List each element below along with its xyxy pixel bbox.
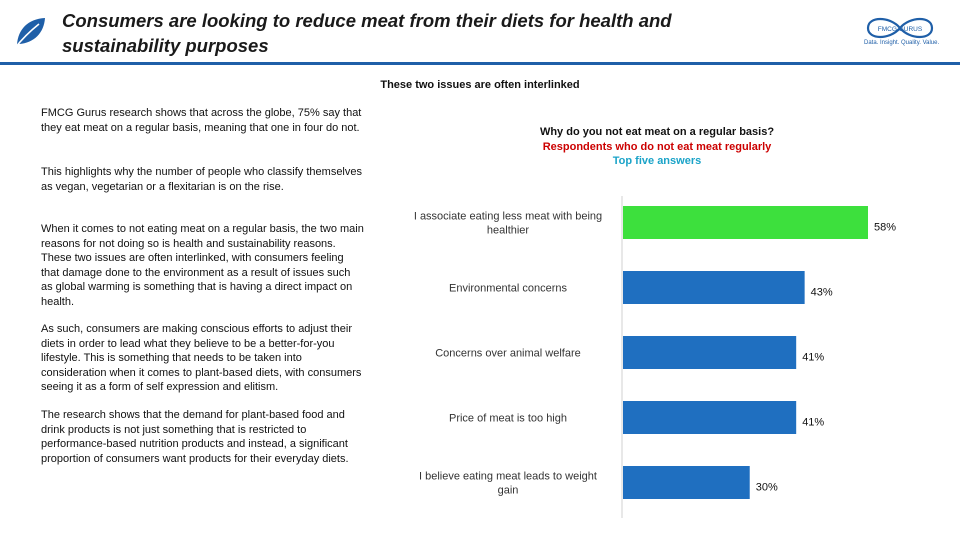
logo-text: FMCG GURUS — [878, 26, 923, 33]
header: Consumers are looking to reduce meat fro… — [0, 0, 960, 66]
body-paragraph: As such, consumers are making conscious … — [41, 323, 362, 393]
body-paragraph: FMCG Gurus research shows that across th… — [41, 107, 362, 134]
fmcg-gurus-logo: FMCG GURUS — [866, 17, 934, 39]
chart-title: Why do you not eat meat on a regular bas… — [539, 126, 775, 138]
data-label: 58% — [874, 222, 896, 234]
chart-top-five: Top five answers — [612, 155, 702, 167]
category-label: I believe eating meat leads to weight — [419, 471, 597, 483]
slide-subtitle: These two issues are often interlinked — [380, 79, 580, 91]
category-label: Concerns over animal welfare — [435, 348, 581, 360]
category-label: I associate eating less meat with being — [414, 211, 602, 223]
bar — [623, 271, 805, 304]
bar — [623, 206, 868, 239]
data-label: 41% — [802, 417, 824, 429]
page-title: Consumers are looking to reduce meat fro… — [62, 10, 672, 56]
bar-chart: I associate eating less meat with being h… — [414, 196, 896, 518]
chart-title-block: Why do you not eat meat on a regular bas… — [478, 125, 836, 169]
bar — [623, 336, 797, 369]
chart-respondents: Respondents who do not eat meat regularl… — [542, 140, 772, 153]
body-paragraph: This highlights why the number of people… — [41, 166, 362, 193]
leaf-icon — [14, 18, 45, 49]
body-paragraph: The research shows that the demand for p… — [41, 409, 349, 465]
category-label: Price of meat is too high — [449, 413, 567, 425]
body-paragraph: When it comes to not eating meat on a re… — [41, 223, 364, 308]
data-label: 41% — [802, 352, 824, 364]
bar — [623, 401, 797, 434]
logo-tagline: Data. Insight. Quality. Value. — [864, 40, 940, 46]
data-label: 43% — [811, 287, 833, 299]
category-label: healthier — [487, 225, 530, 237]
bar — [623, 466, 750, 499]
category-label: Environmental concerns — [449, 283, 568, 295]
category-label: gain — [498, 485, 519, 497]
header-rule — [0, 62, 960, 65]
data-label: 30% — [756, 482, 778, 494]
